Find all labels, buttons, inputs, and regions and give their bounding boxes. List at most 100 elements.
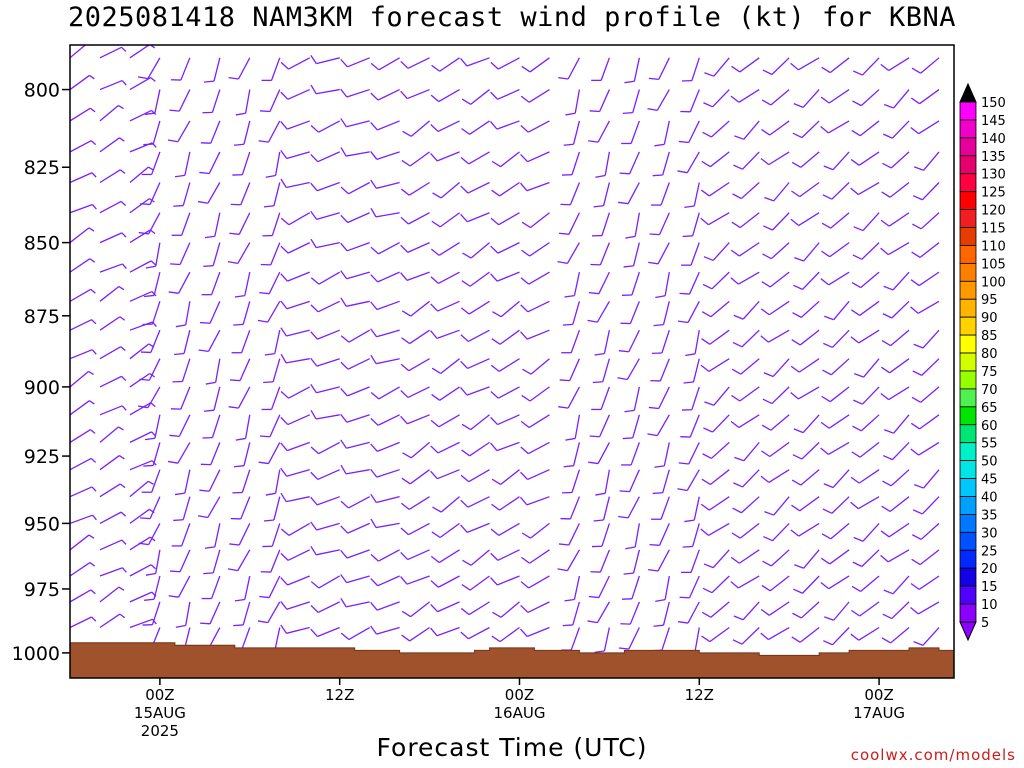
wind-barb — [822, 182, 850, 200]
wind-barb — [701, 626, 730, 643]
wind-barb — [677, 469, 700, 492]
wind-barb — [910, 271, 940, 287]
wind-barb — [99, 46, 127, 59]
x-tick-label: 00Z — [145, 686, 174, 704]
wind-barb — [70, 616, 97, 629]
wind-barb — [680, 89, 700, 113]
wind-barb — [340, 386, 370, 397]
wind-barb — [593, 496, 611, 522]
wind-barb — [197, 182, 221, 204]
colorbar-segment — [959, 262, 977, 282]
wind-barb — [731, 358, 760, 375]
wind-barb — [70, 400, 95, 416]
y-tick: 975 — [24, 579, 70, 601]
wind-barb — [430, 300, 460, 312]
wind-barb — [620, 601, 640, 625]
wind-barb — [70, 74, 95, 91]
wind-barb — [730, 271, 760, 285]
wind-barb — [143, 442, 161, 467]
x-tick: 12Z — [685, 678, 714, 704]
wind-barb — [700, 181, 730, 197]
wind-barb — [432, 496, 460, 513]
wind-barb — [99, 169, 126, 184]
wind-barb — [793, 575, 820, 594]
wind-barb — [174, 330, 191, 356]
x-tick-label: 12Z — [685, 686, 714, 704]
wind-barb — [561, 469, 581, 494]
wind-barb — [649, 212, 670, 236]
wind-barb — [203, 242, 221, 268]
colorbar-label: 55 — [981, 437, 998, 452]
wind-barb — [230, 496, 251, 520]
wind-barb — [340, 212, 370, 224]
wind-barb — [491, 329, 520, 345]
wind-barb — [310, 329, 340, 340]
wind-barb — [99, 405, 127, 416]
wind-barb — [564, 575, 581, 602]
wind-barb — [792, 120, 820, 139]
wind-barb — [520, 89, 550, 103]
wind-barb — [401, 601, 430, 618]
wind-barb — [259, 89, 281, 113]
wind-barb — [618, 182, 640, 205]
wind-barb — [650, 358, 670, 382]
x-tick-label: 17AUG — [853, 704, 905, 722]
wind-barb — [824, 601, 850, 621]
wind-barb — [820, 120, 850, 134]
wind-barb — [700, 212, 730, 226]
colorbar-segment — [959, 119, 977, 139]
wind-barb — [234, 272, 251, 298]
wind-barb — [70, 172, 97, 184]
wind-barb — [234, 575, 251, 602]
wind-barb — [733, 469, 760, 488]
wind-barb — [129, 480, 154, 498]
wind-barb — [129, 372, 156, 388]
wind-barb — [261, 386, 281, 411]
wind-barb — [370, 601, 400, 611]
wind-barb — [820, 575, 850, 590]
wind-barb — [199, 469, 221, 492]
colorbar-label: 15 — [981, 580, 998, 595]
wind-barb — [730, 89, 760, 103]
colorbar-label: 140 — [981, 132, 1006, 147]
wind-barb — [822, 358, 850, 376]
wind-barb — [310, 238, 340, 249]
wind-barb — [792, 441, 820, 460]
wind-barb — [558, 523, 581, 546]
wind-barb — [400, 242, 430, 253]
wind-barb — [564, 272, 581, 298]
wind-barb — [137, 386, 161, 409]
wind-barb — [910, 300, 940, 314]
wind-barb — [594, 330, 611, 356]
wind-barb — [99, 567, 127, 577]
wind-barb — [70, 203, 97, 214]
wind-barb — [169, 414, 191, 438]
wind-barb — [558, 212, 581, 235]
wind-barb — [678, 120, 700, 144]
wind-barb — [171, 212, 191, 236]
wind-barb — [851, 300, 880, 316]
wind-barb — [820, 441, 850, 455]
wind-barb — [175, 601, 191, 628]
wind-barb — [851, 271, 880, 289]
colorbar-label: 70 — [981, 383, 998, 398]
wind-barb — [430, 89, 460, 103]
wind-barb — [430, 271, 460, 284]
wind-barb — [145, 242, 161, 269]
colorbar-label: 145 — [981, 114, 1006, 129]
wind-barb — [233, 301, 251, 326]
wind-barb — [882, 151, 910, 169]
wind-barb — [731, 522, 760, 539]
y-tick-label: 825 — [24, 157, 60, 179]
wind-barb — [461, 575, 490, 591]
x-axis-label: Forecast Time (UTC) — [376, 733, 648, 762]
wind-barb — [232, 151, 251, 176]
wind-barb — [310, 409, 340, 420]
wind-barb — [340, 118, 370, 128]
wind-barb — [911, 242, 940, 258]
wind-barb — [490, 242, 520, 254]
wind-barb — [731, 57, 760, 73]
wind-barb — [790, 212, 820, 227]
wind-barb — [175, 301, 191, 328]
colorbar-segment — [959, 227, 977, 246]
